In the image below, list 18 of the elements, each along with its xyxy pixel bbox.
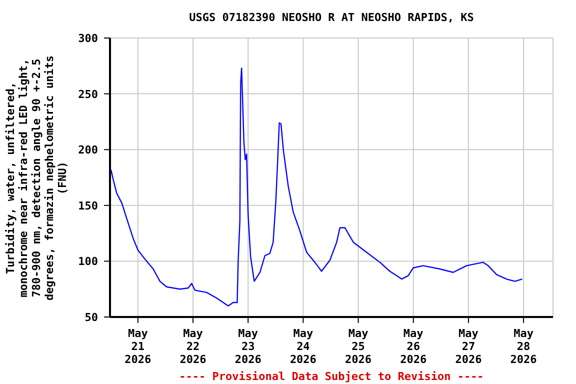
line-series [110, 68, 523, 306]
x-tick-label: May 27 2026 [455, 327, 482, 366]
x-tick-label: May 28 2026 [510, 327, 538, 366]
x-tick-label: May 25 2026 [345, 327, 372, 366]
y-axis-title: Turbidity, water, unfiltered, monochrome near infra-red LED light, 780-900 nm, detection angle 90 +-2.5 degrees, formazin nephelometric units (FNU) [4, 55, 69, 301]
y-tick-label: 200 [78, 144, 98, 157]
text: ---- Provisional Data Subject to Revision ---- [178, 370, 485, 383]
x-tick-label: May 26 2026 [400, 327, 427, 366]
y-tick-label: 150 [78, 199, 98, 212]
y-tick-label: 50 [84, 311, 98, 324]
x-tick-label: May 24 2026 [290, 327, 317, 366]
y-tick-label: 100 [78, 255, 98, 268]
x-tick-label: May 21 2026 [124, 327, 152, 366]
x-tick-label: May 22 2026 [180, 327, 207, 366]
x-tick-label: May 23 2026 [234, 327, 262, 366]
chart-title: USGS 07182390 NEOSHO R AT NEOSHO RAPIDS, KS [188, 11, 475, 24]
y-tick-label: 300 [78, 32, 98, 45]
y-tick-label: 250 [78, 88, 98, 101]
